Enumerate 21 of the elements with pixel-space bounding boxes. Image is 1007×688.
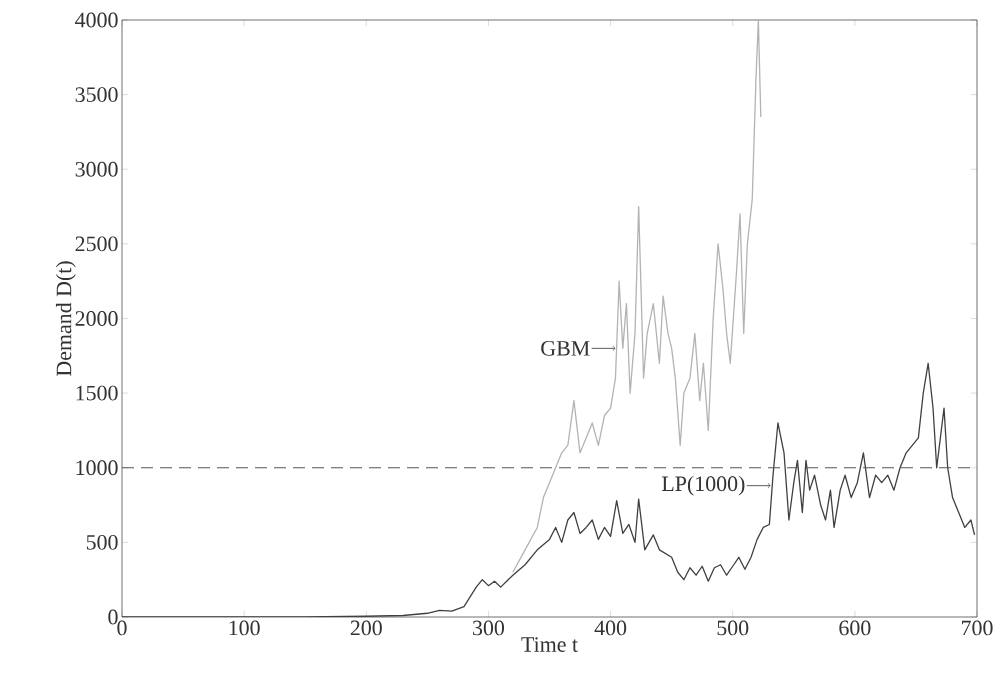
x-tick-label: 100 bbox=[229, 620, 260, 636]
y-tick-label: 3500 bbox=[75, 87, 118, 103]
annotation: GBM bbox=[541, 340, 590, 356]
y-tick-label: 4000 bbox=[75, 12, 118, 28]
y-axis-title: Demand D(t) bbox=[55, 261, 76, 376]
y-tick-label: 1500 bbox=[76, 385, 118, 401]
x-tick-label: 700 bbox=[962, 620, 993, 636]
annotation: LP(1000) bbox=[661, 475, 745, 496]
y-tick-label: 2500 bbox=[75, 236, 118, 252]
x-axis-title: Time t bbox=[521, 637, 578, 652]
x-tick-label: 400 bbox=[594, 620, 627, 636]
x-tick-label: 500 bbox=[717, 620, 749, 636]
y-tick-label: 3000 bbox=[75, 161, 118, 177]
y-tick-label: 0 bbox=[108, 609, 118, 625]
line-series bbox=[512, 19, 762, 573]
x-tick-label: 300 bbox=[473, 620, 505, 636]
y-tick-label: 1000 bbox=[76, 460, 118, 476]
y-tick-label: 500 bbox=[86, 534, 118, 550]
x-tick-label: 600 bbox=[839, 620, 871, 636]
y-tick-label: 2000 bbox=[75, 311, 118, 326]
x-tick-label: 200 bbox=[350, 620, 382, 636]
